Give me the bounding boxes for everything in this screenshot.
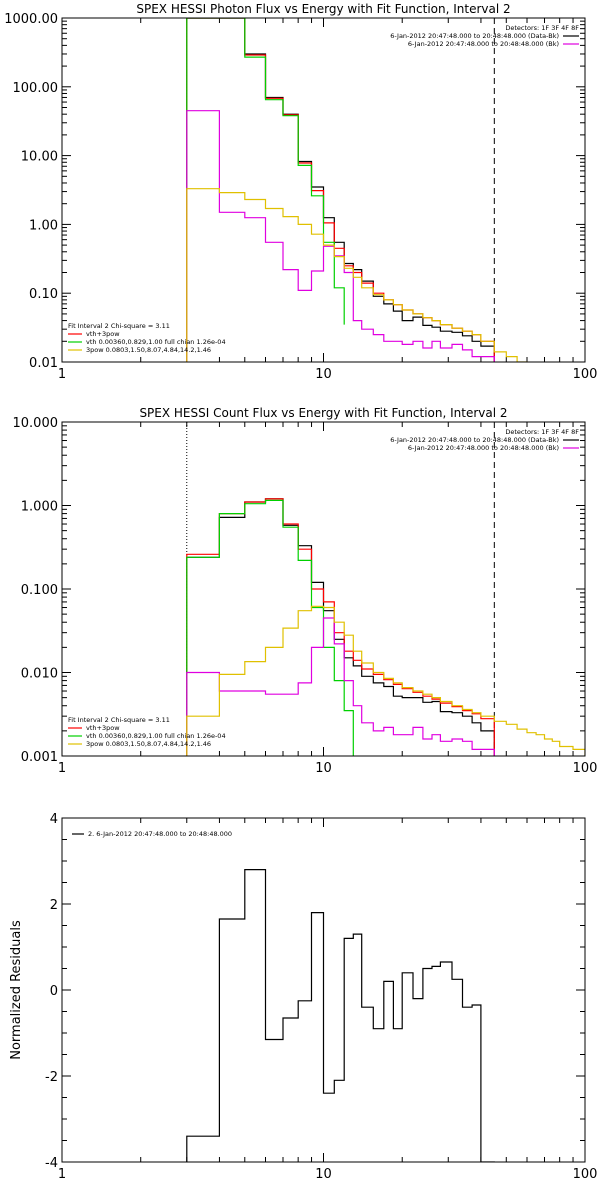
legend-text: 3pow 0.0803,1.50,8.07,4.84,14.2,1.46 bbox=[86, 740, 211, 748]
y-tick-label: 0.010 bbox=[21, 667, 58, 682]
legend-text: Detectors: 1F 3F 4F 8F bbox=[505, 428, 579, 436]
chart-1: SPEX HESSI Photon Flux vs Energy with Fi… bbox=[4, 2, 598, 382]
plot-frame bbox=[61, 817, 586, 1163]
y-tick-label: 1000.00 bbox=[4, 12, 58, 27]
y-tick-label: 0.10 bbox=[29, 287, 58, 302]
legend-text: vth 0.00360,0.829,1.00 full chian 1.26e-… bbox=[86, 338, 226, 346]
y-tick-label: 2 bbox=[50, 898, 58, 913]
chart-3: Normalized Residuals 1 10 100 -4 -2 0 2 4 2. 6-Ja… bbox=[9, 812, 598, 1182]
legend-text: Detectors: 1F 3F 4F 8F bbox=[505, 24, 579, 32]
legend-text: vth+3pow bbox=[86, 724, 120, 732]
y-tick-label: 0.001 bbox=[21, 750, 58, 765]
chart-title: SPEX HESSI Count Flux vs Energy with Fit… bbox=[139, 406, 507, 420]
x-tick-label: 10 bbox=[315, 367, 332, 382]
x-tick-label: 100 bbox=[573, 1167, 598, 1182]
series-data-minus-bk bbox=[186, 18, 495, 362]
y-tick-label: 1.00 bbox=[29, 218, 58, 233]
y-tick-label: 4 bbox=[50, 812, 58, 827]
series-vth-plus-3pow bbox=[186, 18, 495, 362]
series-residuals bbox=[186, 869, 495, 1162]
legend-text: vth 0.00360,0.829,1.00 full chian 1.26e-… bbox=[86, 732, 226, 740]
series-vth bbox=[186, 499, 354, 756]
plot-frame bbox=[61, 17, 586, 363]
series-vth bbox=[186, 18, 345, 362]
chart-2: SPEX HESSI Count Flux vs Energy with Fit… bbox=[13, 406, 598, 776]
x-tick-label: 1 bbox=[58, 1167, 66, 1182]
legend-text: 6-Jan-2012 20:47:48.000 to 20:48:48.000 … bbox=[408, 444, 559, 452]
y-tick-label: 10.000 bbox=[13, 416, 59, 431]
x-tick-label: 100 bbox=[573, 367, 598, 382]
legend-text: 3pow 0.0803,1.50,8.07,4.84,14.2,1.46 bbox=[86, 346, 211, 354]
y-axis-label: Normalized Residuals bbox=[9, 920, 24, 1060]
y-tick-label: 0 bbox=[50, 984, 58, 999]
y-tick-label: -4 bbox=[45, 1156, 58, 1171]
chart-title: SPEX HESSI Photon Flux vs Energy with Fi… bbox=[136, 2, 510, 16]
legend-text: vth+3pow bbox=[86, 330, 120, 338]
plot-frame bbox=[61, 421, 586, 757]
y-tick-label: 0.01 bbox=[29, 356, 58, 371]
series-3pow bbox=[186, 605, 585, 756]
y-tick-label: 100.00 bbox=[13, 81, 59, 96]
x-tick-label: 100 bbox=[573, 761, 598, 776]
legend-text: 6-Jan-2012 20:47:48.000 to 20:48:48.000 … bbox=[390, 32, 559, 40]
y-tick-label: 0.100 bbox=[21, 583, 58, 598]
x-tick-label: 1 bbox=[58, 367, 66, 382]
legend-text: 2. 6-Jan-2012 20:47:48.000 to 20:48:48.0… bbox=[88, 830, 232, 838]
y-tick-label: 1.000 bbox=[21, 500, 58, 515]
series-bk bbox=[186, 617, 495, 756]
series-bk bbox=[186, 110, 495, 362]
y-tick-label: 10.00 bbox=[21, 150, 58, 165]
legend-text: Fit Interval 2 Chi-square = 3.11 bbox=[68, 322, 170, 330]
legend-text: 6-Jan-2012 20:47:48.000 to 20:48:48.000 … bbox=[390, 436, 559, 444]
x-tick-label: 10 bbox=[315, 761, 332, 776]
series-3pow bbox=[186, 188, 528, 362]
y-tick-label: -2 bbox=[45, 1070, 58, 1085]
legend-text: 6-Jan-2012 20:47:48.000 to 20:48:48.000 … bbox=[408, 40, 559, 48]
x-tick-label: 1 bbox=[58, 761, 66, 776]
legend-text: Fit Interval 2 Chi-square = 3.11 bbox=[68, 716, 170, 724]
x-tick-label: 10 bbox=[315, 1167, 332, 1182]
